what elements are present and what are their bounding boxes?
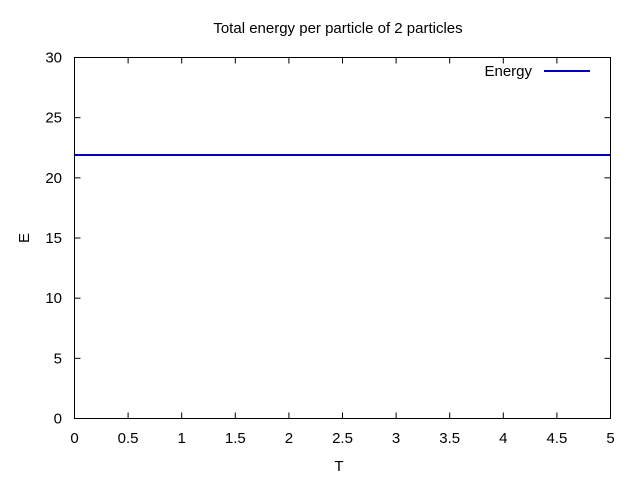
x-axis-label: T (334, 458, 343, 475)
y-tick-label: 10 (45, 290, 62, 307)
y-tick-label: 0 (54, 411, 62, 428)
y-tick-label: 20 (45, 170, 62, 187)
x-tick-label: 4.5 (546, 430, 567, 447)
x-tick-label: 5 (606, 430, 614, 447)
y-tick-label: 30 (45, 50, 62, 67)
tick-labels-layer: 0 0.5 1 1.5 2 2.5 3 3.5 4 4.5 5 0 5 10 15 20 25 30 (45, 50, 614, 448)
x-tick-label: 3 (392, 430, 400, 447)
x-tick-label: 1 (178, 430, 186, 447)
y-tick-label: 5 (54, 350, 62, 367)
y-axis-label: E (16, 233, 33, 243)
x-tick-label: 0 (70, 430, 78, 447)
legend: Energy (484, 63, 590, 80)
x-tick-label: 1.5 (225, 430, 246, 447)
x-tick-label: 4 (499, 430, 507, 447)
chart-title: Total energy per particle of 2 particles (213, 20, 462, 37)
x-tick-label: 2 (285, 430, 293, 447)
x-tick-label: 0.5 (118, 430, 139, 447)
y-tick-label: 15 (45, 230, 62, 247)
x-tick-label: 3.5 (439, 430, 460, 447)
plot-frame (74, 57, 611, 419)
y-tick-label: 25 (45, 110, 62, 127)
legend-label-energy: Energy (484, 63, 532, 80)
x-tick-label: 2.5 (332, 430, 353, 447)
